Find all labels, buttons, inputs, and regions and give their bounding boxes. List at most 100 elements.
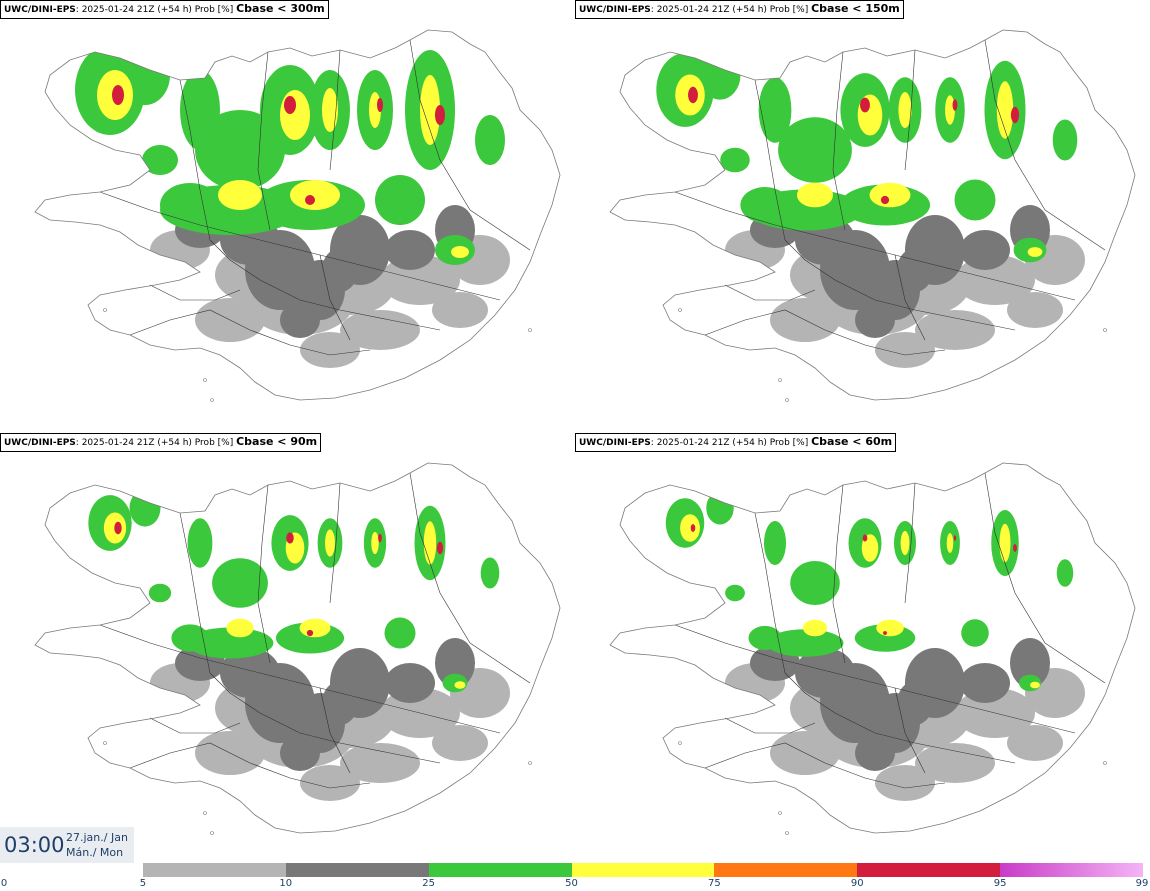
prob-area-25-50: [129, 489, 161, 527]
prob-area-5-10: [340, 743, 420, 783]
island: [785, 831, 789, 835]
island: [678, 741, 682, 745]
colorbar-tick-label: 0: [0, 878, 8, 889]
road-line: [754, 512, 786, 674]
road-line: [229, 259, 441, 331]
prob-area-50-75: [1027, 247, 1043, 257]
prob-area-90-95: [284, 96, 296, 114]
prob-area-50-75: [680, 514, 700, 542]
prob-area-25-50: [384, 617, 416, 649]
prob-area-50-75: [996, 81, 1014, 139]
road-line: [754, 79, 786, 241]
island: [678, 308, 682, 312]
colorbar-tick-label: 99: [1135, 878, 1149, 889]
prob-area-90-95: [862, 534, 868, 542]
island: [203, 378, 207, 382]
prob-area-90-95: [1010, 106, 1020, 124]
prob-area-5-10: [340, 310, 420, 350]
prob-area-50-75: [454, 681, 466, 689]
colorbar-tick-label: 10: [279, 878, 293, 889]
prob-area-25-50: [720, 147, 750, 173]
variable-name: Cbase < 90m: [236, 435, 318, 448]
prob-area-5-10: [875, 765, 935, 801]
model-name: UWC/DINI-EPS: [4, 5, 76, 15]
prob-area-10-25: [322, 248, 358, 292]
road-line: [257, 51, 271, 231]
coastline: [34, 29, 561, 401]
road-line: [904, 49, 916, 171]
prob-area-25-50: [766, 629, 844, 657]
road-line: [149, 717, 241, 734]
prob-area-50-75: [869, 182, 911, 208]
prob-area-10-25: [385, 230, 435, 270]
prob-area-90-95: [688, 86, 698, 104]
prob-area-90-95: [690, 524, 696, 532]
prob-area-25-50: [480, 557, 500, 589]
model-name: UWC/DINI-EPS: [4, 438, 76, 448]
coastline: [609, 462, 1136, 834]
colorbar-tick-label: 50: [565, 878, 578, 889]
prob-area-25-50: [1052, 119, 1078, 161]
road-line: [209, 672, 231, 694]
road-line: [804, 259, 1016, 331]
road-line: [784, 672, 806, 694]
island: [528, 328, 532, 332]
colorbar-tick-label: 90: [850, 878, 864, 889]
road-line: [209, 239, 231, 261]
prob-area-25-50: [748, 625, 782, 651]
prob-area-5-10: [915, 310, 995, 350]
road-line: [99, 624, 501, 734]
prob-area-10-25: [897, 248, 933, 292]
colorbar-segment: [142, 863, 286, 877]
prob-area-25-50: [195, 110, 285, 190]
prob-area-10-25: [960, 230, 1010, 270]
road-line: [469, 642, 531, 684]
probability-field: [88, 489, 510, 801]
prob-area-25-50: [790, 561, 840, 605]
prob-area-25-50: [699, 50, 741, 100]
prob-area-25-50: [961, 619, 989, 647]
prob-area-10-25: [855, 735, 895, 771]
road-line: [832, 51, 846, 231]
prob-area-50-75: [451, 246, 469, 258]
prob-area-50-75: [1030, 681, 1040, 689]
prob-area-25-50: [764, 521, 786, 565]
prob-area-5-10: [1007, 292, 1063, 328]
panel-title: UWC/DINI-EPS: 2025-01-24 21Z (+54 h) Pro…: [575, 433, 897, 452]
colorbar-segment: [428, 863, 572, 877]
colorbar-tick-label: 95: [993, 878, 1007, 889]
road-line: [99, 191, 501, 301]
prob-area-25-50: [187, 518, 213, 568]
run-info: 2025-01-24 21Z (+54 h) Prob [%]: [81, 5, 234, 15]
road-line: [704, 742, 946, 789]
colorbar-tick-label: 75: [708, 878, 721, 889]
prob-area-90-95: [305, 195, 315, 205]
colorbar-segment: [571, 863, 715, 877]
prob-area-50-75: [280, 90, 310, 140]
prob-area-50-75: [299, 618, 331, 638]
road-line: [904, 482, 916, 604]
date-line: 27.jan./ Jan: [66, 831, 128, 844]
island: [103, 308, 107, 312]
panel-title: UWC/DINI-EPS: 2025-01-24 21Z (+54 h) Pro…: [0, 433, 322, 452]
valid-time-box: 03:00 27.jan./ Jan Mán./ Mon: [0, 827, 134, 863]
prob-area-25-50: [740, 186, 790, 224]
prob-area-5-10: [875, 332, 935, 368]
road-line: [129, 742, 371, 789]
prob-area-25-50: [171, 624, 209, 652]
island: [1103, 328, 1107, 332]
road-line: [329, 482, 341, 604]
prob-area-90-95: [286, 532, 294, 544]
road-line: [229, 692, 441, 764]
iceland-map: [609, 462, 1136, 835]
prob-area-90-95: [377, 98, 383, 112]
iceland-map: [34, 462, 561, 835]
road-line: [984, 39, 1046, 211]
road-line: [724, 284, 816, 301]
road-line: [129, 309, 371, 356]
prob-area-90-95: [880, 195, 890, 205]
road-line: [179, 512, 211, 674]
prob-area-50-75: [876, 619, 904, 637]
road-line: [1044, 642, 1106, 684]
prob-area-50-75: [802, 619, 828, 637]
